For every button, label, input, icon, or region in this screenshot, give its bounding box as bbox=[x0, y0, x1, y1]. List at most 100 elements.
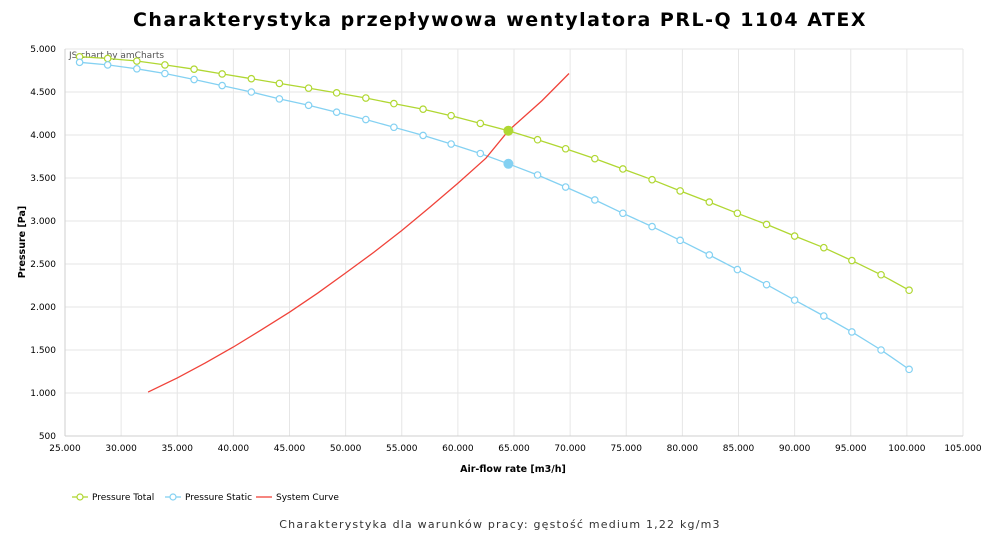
pressure-total-point[interactable] bbox=[304, 84, 313, 92]
chart-title: Charakterystyka przepływowa wentylatora … bbox=[132, 9, 868, 31]
x-tick-label: 75.000 bbox=[611, 444, 643, 454]
pressure-total-point[interactable] bbox=[762, 220, 771, 229]
pressure-static-point[interactable] bbox=[476, 149, 485, 158]
pressure-static-operating-point[interactable] bbox=[503, 158, 514, 169]
pressure-total-point[interactable] bbox=[733, 209, 742, 218]
pressure-total-point[interactable] bbox=[161, 61, 169, 69]
pressure-static-line bbox=[79, 61, 910, 370]
pressure-static-point[interactable] bbox=[304, 101, 313, 110]
pressure-total-point[interactable] bbox=[447, 111, 455, 120]
chart-legend[interactable]: Pressure Total Pressure Static System Curv… bbox=[72, 493, 339, 503]
pressure-total-point[interactable] bbox=[218, 70, 226, 78]
pressure-total-point[interactable] bbox=[648, 175, 656, 184]
y-tick-label: 2.000 bbox=[30, 303, 56, 313]
x-tick-label: 80.000 bbox=[667, 444, 699, 454]
pressure-total-point[interactable] bbox=[676, 187, 684, 195]
pressure-static-point[interactable] bbox=[905, 365, 913, 374]
pressure-total-point[interactable] bbox=[619, 165, 627, 173]
pressure-static-point[interactable] bbox=[648, 222, 656, 231]
pressure-static-point[interactable] bbox=[133, 64, 141, 73]
x-tick-label: 30.000 bbox=[105, 444, 137, 454]
pressure-total-point[interactable] bbox=[533, 135, 542, 144]
chart-footer-note: Charakterystyka dla warunków pracy: gęst… bbox=[279, 518, 721, 531]
pressure-static-point[interactable] bbox=[619, 209, 627, 218]
x-tick-label: 55.000 bbox=[386, 444, 418, 454]
x-tick-label: 50.000 bbox=[330, 444, 362, 454]
pressure-static-point[interactable] bbox=[247, 88, 256, 96]
legend-item-pressure-static[interactable]: Pressure Static bbox=[165, 493, 252, 503]
pressure-static-point[interactable] bbox=[332, 108, 341, 117]
pressure-total-point[interactable] bbox=[362, 94, 370, 102]
x-tick-label: 70.000 bbox=[554, 444, 586, 454]
legend-marker-pressure-total bbox=[76, 493, 84, 501]
pressure-total-point[interactable] bbox=[820, 243, 828, 252]
pressure-total-point[interactable] bbox=[790, 232, 799, 240]
pressure-total-point[interactable] bbox=[103, 54, 112, 63]
pressure-static-point[interactable] bbox=[733, 265, 742, 274]
pressure-static-point[interactable] bbox=[75, 58, 84, 67]
y-tick-label: 4.500 bbox=[30, 88, 56, 98]
pressure-total-point[interactable] bbox=[332, 89, 341, 97]
pressure-static-point[interactable] bbox=[103, 61, 112, 69]
x-tick-labels: 25.000 30.000 35.000 40.000 45.000 50.000 55.0… bbox=[49, 444, 982, 454]
legend-label-system-curve: System Curve bbox=[276, 493, 339, 503]
y-tick-label: 1.500 bbox=[30, 346, 56, 356]
pressure-static-point[interactable] bbox=[877, 346, 885, 354]
legend-marker-pressure-static bbox=[169, 493, 177, 501]
y-tick-labels: 500 1.000 1.500 2.000 2.500 3.000 3.500 4.000 4.… bbox=[30, 45, 56, 442]
pressure-total-point[interactable] bbox=[705, 198, 714, 206]
pressure-static-point[interactable] bbox=[591, 196, 599, 204]
legend-item-pressure-total[interactable]: Pressure Total bbox=[72, 493, 154, 503]
pressure-static-point[interactable] bbox=[161, 69, 169, 78]
pressure-total-point[interactable] bbox=[561, 144, 570, 153]
pressure-total-point[interactable] bbox=[133, 57, 141, 65]
pressure-static-point[interactable] bbox=[848, 328, 856, 336]
x-tick-label: 105.000 bbox=[944, 444, 981, 454]
x-tick-label: 85.000 bbox=[723, 444, 755, 454]
legend-label-pressure-total: Pressure Total bbox=[92, 493, 154, 503]
pressure-static-point[interactable] bbox=[533, 171, 542, 179]
pressure-total-point[interactable] bbox=[275, 79, 284, 88]
pressure-static-point[interactable] bbox=[390, 123, 398, 132]
pressure-total-point[interactable] bbox=[848, 256, 856, 265]
pressure-static-point[interactable] bbox=[705, 251, 714, 259]
pressure-total-line bbox=[79, 56, 910, 291]
pressure-static-point[interactable] bbox=[190, 75, 198, 84]
pressure-total-point[interactable] bbox=[476, 119, 485, 128]
y-tick-label: 5.000 bbox=[30, 45, 56, 55]
y-axis-label: Pressure [Pa] bbox=[17, 206, 28, 278]
chart-credit[interactable]: JS chart by amCharts bbox=[68, 51, 164, 61]
legend-label-pressure-static: Pressure Static bbox=[185, 493, 252, 503]
pressure-static-point[interactable] bbox=[275, 95, 284, 103]
pressure-total-point[interactable] bbox=[419, 105, 427, 114]
pressure-static-point[interactable] bbox=[218, 81, 226, 90]
x-tick-label: 65.000 bbox=[498, 444, 530, 454]
chart-series bbox=[75, 52, 913, 393]
pressure-static-point[interactable] bbox=[790, 296, 799, 304]
legend-item-system-curve[interactable]: System Curve bbox=[256, 493, 339, 503]
pressure-total-point[interactable] bbox=[877, 270, 885, 279]
pressure-static-point[interactable] bbox=[676, 236, 684, 245]
pressure-total-point[interactable] bbox=[905, 286, 913, 295]
x-tick-label: 25.000 bbox=[49, 444, 81, 454]
y-tick-label: 2.500 bbox=[30, 260, 56, 270]
pressure-static-point[interactable] bbox=[762, 280, 771, 289]
pressure-total-operating-point[interactable] bbox=[503, 125, 514, 136]
pressure-static-point[interactable] bbox=[362, 115, 370, 124]
y-tick-label: 4.000 bbox=[30, 131, 56, 141]
pressure-total-point[interactable] bbox=[190, 65, 198, 74]
y-tick-label: 3.500 bbox=[30, 174, 56, 184]
system-curve-line bbox=[147, 73, 570, 393]
pressure-static-point[interactable] bbox=[447, 140, 455, 148]
pressure-static-point[interactable] bbox=[820, 312, 828, 320]
x-tick-label: 40.000 bbox=[218, 444, 250, 454]
pressure-total-point[interactable] bbox=[390, 99, 398, 108]
y-tick-label: 3.000 bbox=[30, 217, 56, 227]
pressure-static-point[interactable] bbox=[419, 131, 427, 140]
pressure-total-point[interactable] bbox=[247, 74, 256, 83]
pressure-total-point[interactable] bbox=[591, 154, 599, 163]
x-tick-label: 60.000 bbox=[442, 444, 474, 454]
pressure-static-point[interactable] bbox=[561, 183, 570, 191]
x-tick-label: 95.000 bbox=[835, 444, 867, 454]
